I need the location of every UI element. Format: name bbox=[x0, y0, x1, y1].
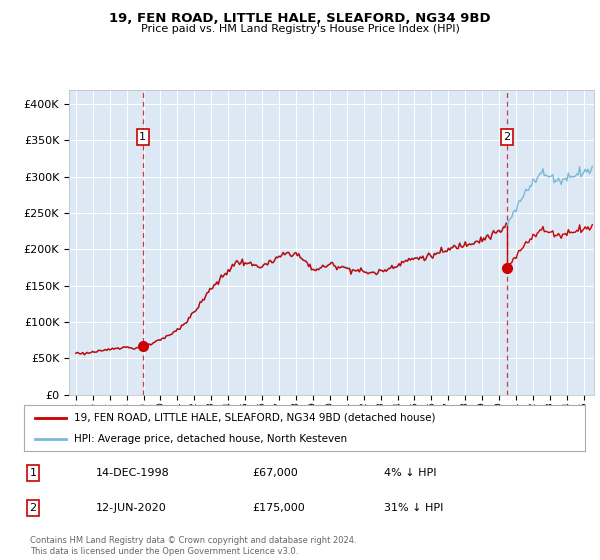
Text: 31% ↓ HPI: 31% ↓ HPI bbox=[384, 503, 443, 513]
Text: 2: 2 bbox=[29, 503, 37, 513]
Text: HPI: Average price, detached house, North Kesteven: HPI: Average price, detached house, Nort… bbox=[74, 435, 347, 444]
Text: 12-JUN-2020: 12-JUN-2020 bbox=[96, 503, 167, 513]
Text: £67,000: £67,000 bbox=[252, 468, 298, 478]
Text: 14-DEC-1998: 14-DEC-1998 bbox=[96, 468, 170, 478]
Text: Contains HM Land Registry data © Crown copyright and database right 2024.
This d: Contains HM Land Registry data © Crown c… bbox=[30, 536, 356, 556]
Text: £175,000: £175,000 bbox=[252, 503, 305, 513]
Text: 1: 1 bbox=[29, 468, 37, 478]
Text: 2: 2 bbox=[503, 132, 511, 142]
Text: 19, FEN ROAD, LITTLE HALE, SLEAFORD, NG34 9BD (detached house): 19, FEN ROAD, LITTLE HALE, SLEAFORD, NG3… bbox=[74, 413, 436, 423]
Text: 1: 1 bbox=[139, 132, 146, 142]
Text: Price paid vs. HM Land Registry's House Price Index (HPI): Price paid vs. HM Land Registry's House … bbox=[140, 24, 460, 34]
Text: 4% ↓ HPI: 4% ↓ HPI bbox=[384, 468, 437, 478]
Text: 19, FEN ROAD, LITTLE HALE, SLEAFORD, NG34 9BD: 19, FEN ROAD, LITTLE HALE, SLEAFORD, NG3… bbox=[109, 12, 491, 25]
